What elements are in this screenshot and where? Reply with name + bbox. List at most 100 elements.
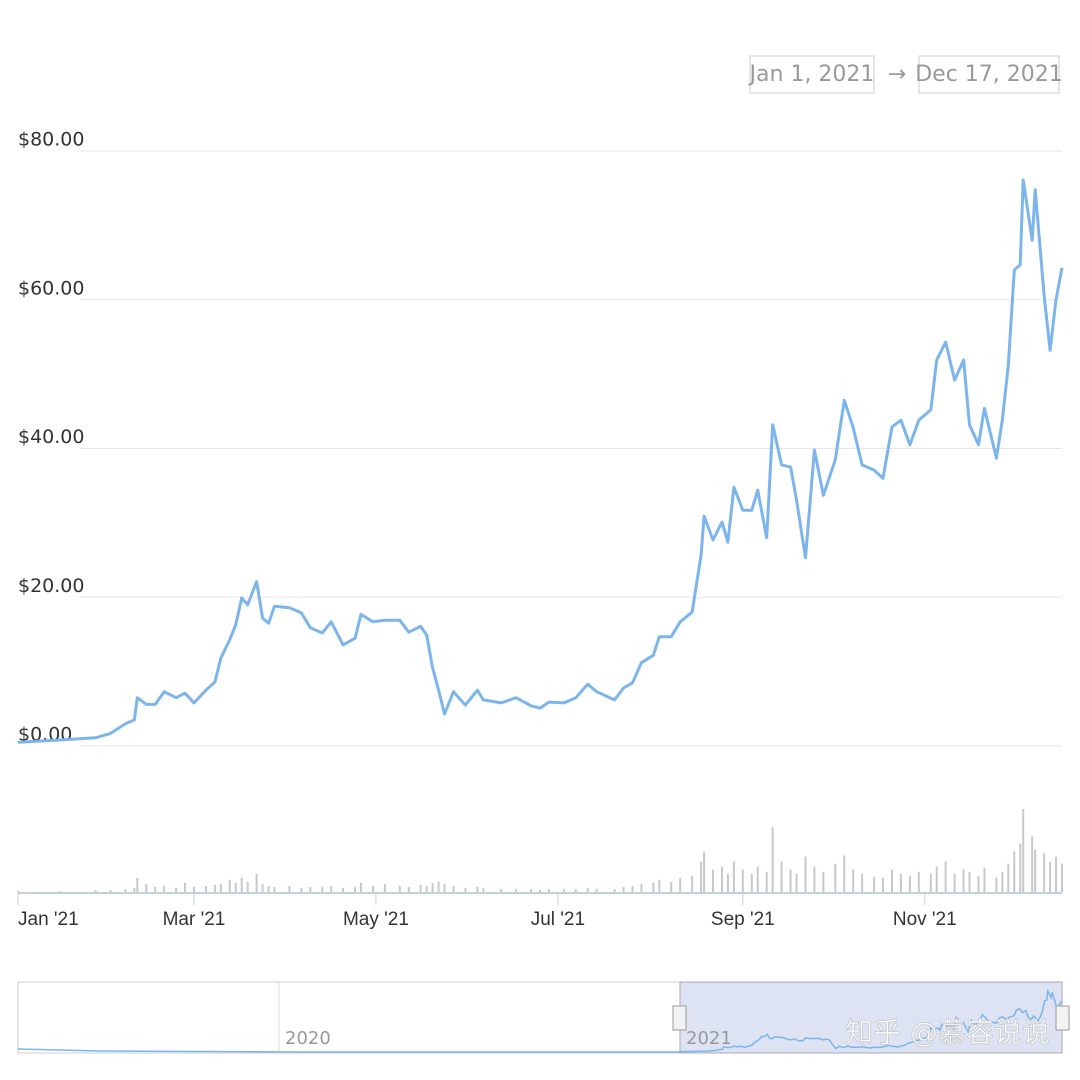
volume-bar — [58, 890, 61, 892]
x-tick-label: May '21 — [343, 909, 409, 930]
range-start[interactable]: Jan 1, 2021 — [748, 62, 875, 87]
volume-bar — [613, 888, 616, 892]
volume-bar — [720, 866, 723, 892]
volume-bar — [530, 888, 533, 892]
volume-bar — [873, 876, 876, 892]
navigator-label: 2021 — [686, 1028, 732, 1049]
y-tick-label: $20.00 — [18, 575, 84, 597]
volume-bar — [586, 887, 589, 892]
volume-bar — [213, 884, 216, 892]
volume-bar — [547, 888, 550, 892]
volume-bar — [1013, 851, 1016, 892]
volume-bar — [124, 888, 127, 892]
volume-bar — [476, 886, 479, 892]
volume-bar — [154, 886, 157, 892]
volume-bar — [562, 888, 565, 892]
volume-bar — [419, 884, 422, 892]
volume-bar — [804, 856, 807, 892]
volume-bar — [464, 887, 467, 892]
navigator-history-line — [17, 1048, 680, 1053]
volume-bar — [899, 873, 902, 892]
volume-bar — [246, 881, 249, 892]
volume-bar — [1049, 861, 1052, 892]
volume-bar — [234, 882, 237, 892]
volume-bar — [935, 866, 938, 892]
volume-bar — [944, 861, 947, 892]
volume-bar — [261, 883, 264, 892]
volume-bar — [890, 869, 893, 892]
volume-bar — [962, 869, 965, 892]
volume-bar — [184, 882, 187, 892]
volume-bar — [756, 866, 759, 892]
volume-bar — [360, 882, 363, 892]
volume-bar — [1019, 843, 1022, 892]
volume-bar — [539, 889, 541, 892]
volume-bar — [228, 879, 231, 892]
volume-bar — [834, 863, 837, 892]
volume-bar — [658, 879, 661, 892]
volume-bar — [204, 885, 207, 892]
navigator-label: 2020 — [285, 1028, 331, 1049]
range-end[interactable]: Dec 17, 2021 — [915, 62, 1063, 87]
volume-bar — [267, 885, 270, 892]
volume-bar — [929, 873, 932, 892]
volume-bar — [482, 887, 485, 892]
volume-bar — [852, 869, 855, 892]
volume-bar — [1007, 863, 1010, 892]
volume-bar — [398, 885, 401, 892]
volume-bar — [371, 885, 374, 892]
x-tick-label: Sep '21 — [711, 909, 775, 930]
volume-bar — [995, 877, 998, 892]
volume-bar — [133, 887, 136, 892]
volume-bar — [94, 889, 97, 892]
volume-bar — [1022, 809, 1025, 892]
volume-bar — [977, 875, 980, 892]
volume-bar — [1055, 856, 1058, 892]
volume-bar — [1034, 849, 1037, 892]
volume-bar — [908, 875, 911, 892]
volume-bar — [750, 873, 753, 892]
volume-bar — [288, 885, 291, 892]
y-tick-label: $40.00 — [18, 426, 84, 448]
volume-bar — [407, 886, 410, 892]
range-separator: → — [888, 62, 906, 87]
volume-bar — [437, 881, 440, 892]
volume-bar — [780, 861, 783, 892]
volume-bar — [443, 883, 446, 892]
volume-bar — [240, 877, 243, 892]
y-tick-label: $80.00 — [18, 129, 84, 151]
volume-bar — [136, 877, 139, 892]
volume-bar — [726, 873, 729, 892]
volume-bar — [17, 890, 19, 892]
volume-bar — [631, 885, 634, 892]
volume-bar — [822, 871, 825, 892]
volume-bar — [813, 866, 816, 892]
volume-bar — [983, 867, 986, 892]
volume-bar — [712, 869, 715, 892]
volume-bar — [771, 827, 774, 892]
volume-bar — [500, 888, 503, 892]
volume-bar — [917, 871, 920, 892]
navigator-handle[interactable] — [1055, 1005, 1070, 1031]
volume-bar — [1001, 871, 1004, 892]
x-tick-label: Jul '21 — [531, 909, 585, 930]
volume-bar — [595, 888, 598, 892]
volume-bar — [109, 889, 112, 892]
range-end-box[interactable] — [918, 55, 1060, 94]
volume-bar — [741, 869, 744, 892]
volume-bar — [515, 888, 518, 892]
volume-bar — [700, 861, 703, 892]
volume-bar — [431, 882, 434, 892]
volume-bar — [765, 871, 768, 892]
volume-bar — [882, 877, 885, 892]
volume-bar — [861, 873, 864, 892]
volume-bar — [163, 885, 166, 892]
watermark: 知乎 @慕容说说 — [845, 1016, 1050, 1049]
volume-bar — [175, 887, 178, 892]
navigator-handle[interactable] — [672, 1005, 687, 1031]
range-start-box[interactable] — [749, 55, 875, 94]
volume-bar — [219, 883, 222, 892]
volume-bar — [703, 851, 706, 892]
